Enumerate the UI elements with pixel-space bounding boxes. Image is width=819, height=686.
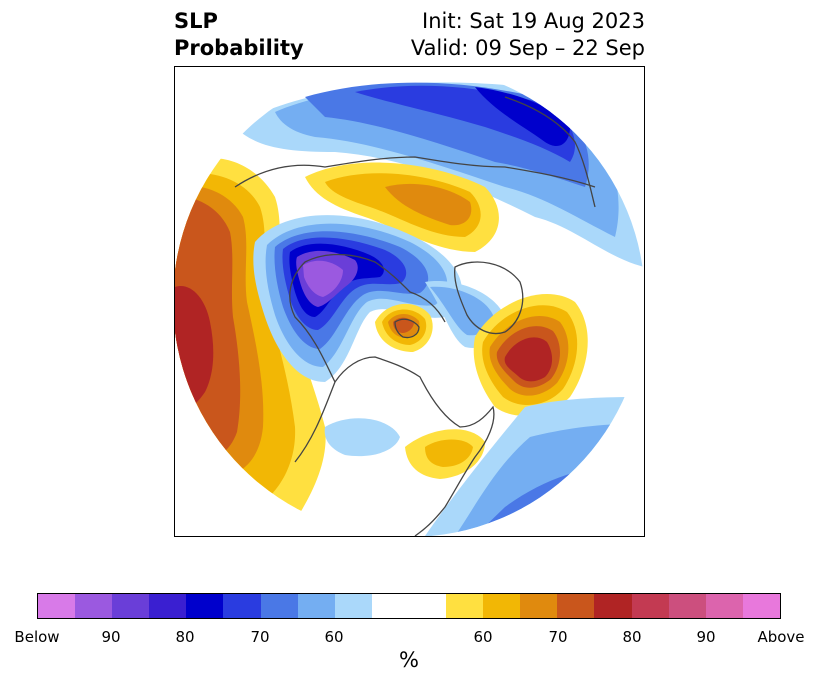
colorbar-tick: 60 bbox=[473, 628, 493, 646]
colorbar-tick: 70 bbox=[548, 628, 568, 646]
colorbar-tick: Below bbox=[14, 628, 60, 646]
colorbar-segment bbox=[334, 594, 372, 618]
colorbar-segment bbox=[38, 594, 76, 618]
colorbar-segment bbox=[112, 594, 150, 618]
colorbar-segment bbox=[75, 594, 113, 618]
map-canvas bbox=[175, 67, 644, 536]
colorbar-tick: 60 bbox=[324, 628, 344, 646]
colorbar-tick: 90 bbox=[696, 628, 716, 646]
colorbar-segment bbox=[260, 594, 298, 618]
colorbar-segment bbox=[705, 594, 743, 618]
above-contours-siberia bbox=[305, 162, 499, 252]
colorbar-segment bbox=[446, 594, 484, 618]
colorbar-segment bbox=[186, 594, 224, 618]
colorbar-segment bbox=[297, 594, 335, 618]
above-contours-hudson bbox=[375, 303, 433, 352]
colorbar-segment bbox=[371, 594, 409, 618]
colorbar-unit: % bbox=[399, 648, 419, 672]
title-variable: SLP bbox=[174, 9, 218, 33]
colorbar-tick: 80 bbox=[175, 628, 195, 646]
colorbar-segment bbox=[223, 594, 261, 618]
probability-field bbox=[175, 67, 644, 536]
colorbar-tick: 80 bbox=[622, 628, 642, 646]
colorbar-segment bbox=[631, 594, 669, 618]
valid-period: Valid: 09 Sep – 22 Sep bbox=[410, 36, 645, 60]
colorbar-segment bbox=[483, 594, 521, 618]
colorbar-segment bbox=[557, 594, 595, 618]
above-contours-eastern-us bbox=[405, 429, 485, 479]
colorbar-tick: Above bbox=[757, 628, 805, 646]
probability-map bbox=[174, 66, 645, 537]
below-contours-western-us bbox=[324, 418, 400, 457]
colorbar-segment bbox=[149, 594, 187, 618]
colorbar-tick: 70 bbox=[250, 628, 270, 646]
colorbar bbox=[37, 593, 781, 619]
colorbar-segment bbox=[408, 594, 447, 618]
colorbar-segment bbox=[594, 594, 632, 618]
init-date: Init: Sat 19 Aug 2023 bbox=[422, 9, 645, 33]
colorbar-tick: 90 bbox=[101, 628, 121, 646]
title-left: SLP Probability bbox=[174, 8, 304, 62]
coastlines bbox=[234, 96, 596, 536]
title-product: Probability bbox=[174, 36, 304, 60]
above-contours-atlantic bbox=[473, 294, 588, 416]
colorbar-segment bbox=[742, 594, 780, 618]
title-right: Init: Sat 19 Aug 2023 Valid: 09 Sep – 22… bbox=[411, 8, 645, 62]
colorbar-segment bbox=[668, 594, 706, 618]
colorbar-segment bbox=[520, 594, 558, 618]
